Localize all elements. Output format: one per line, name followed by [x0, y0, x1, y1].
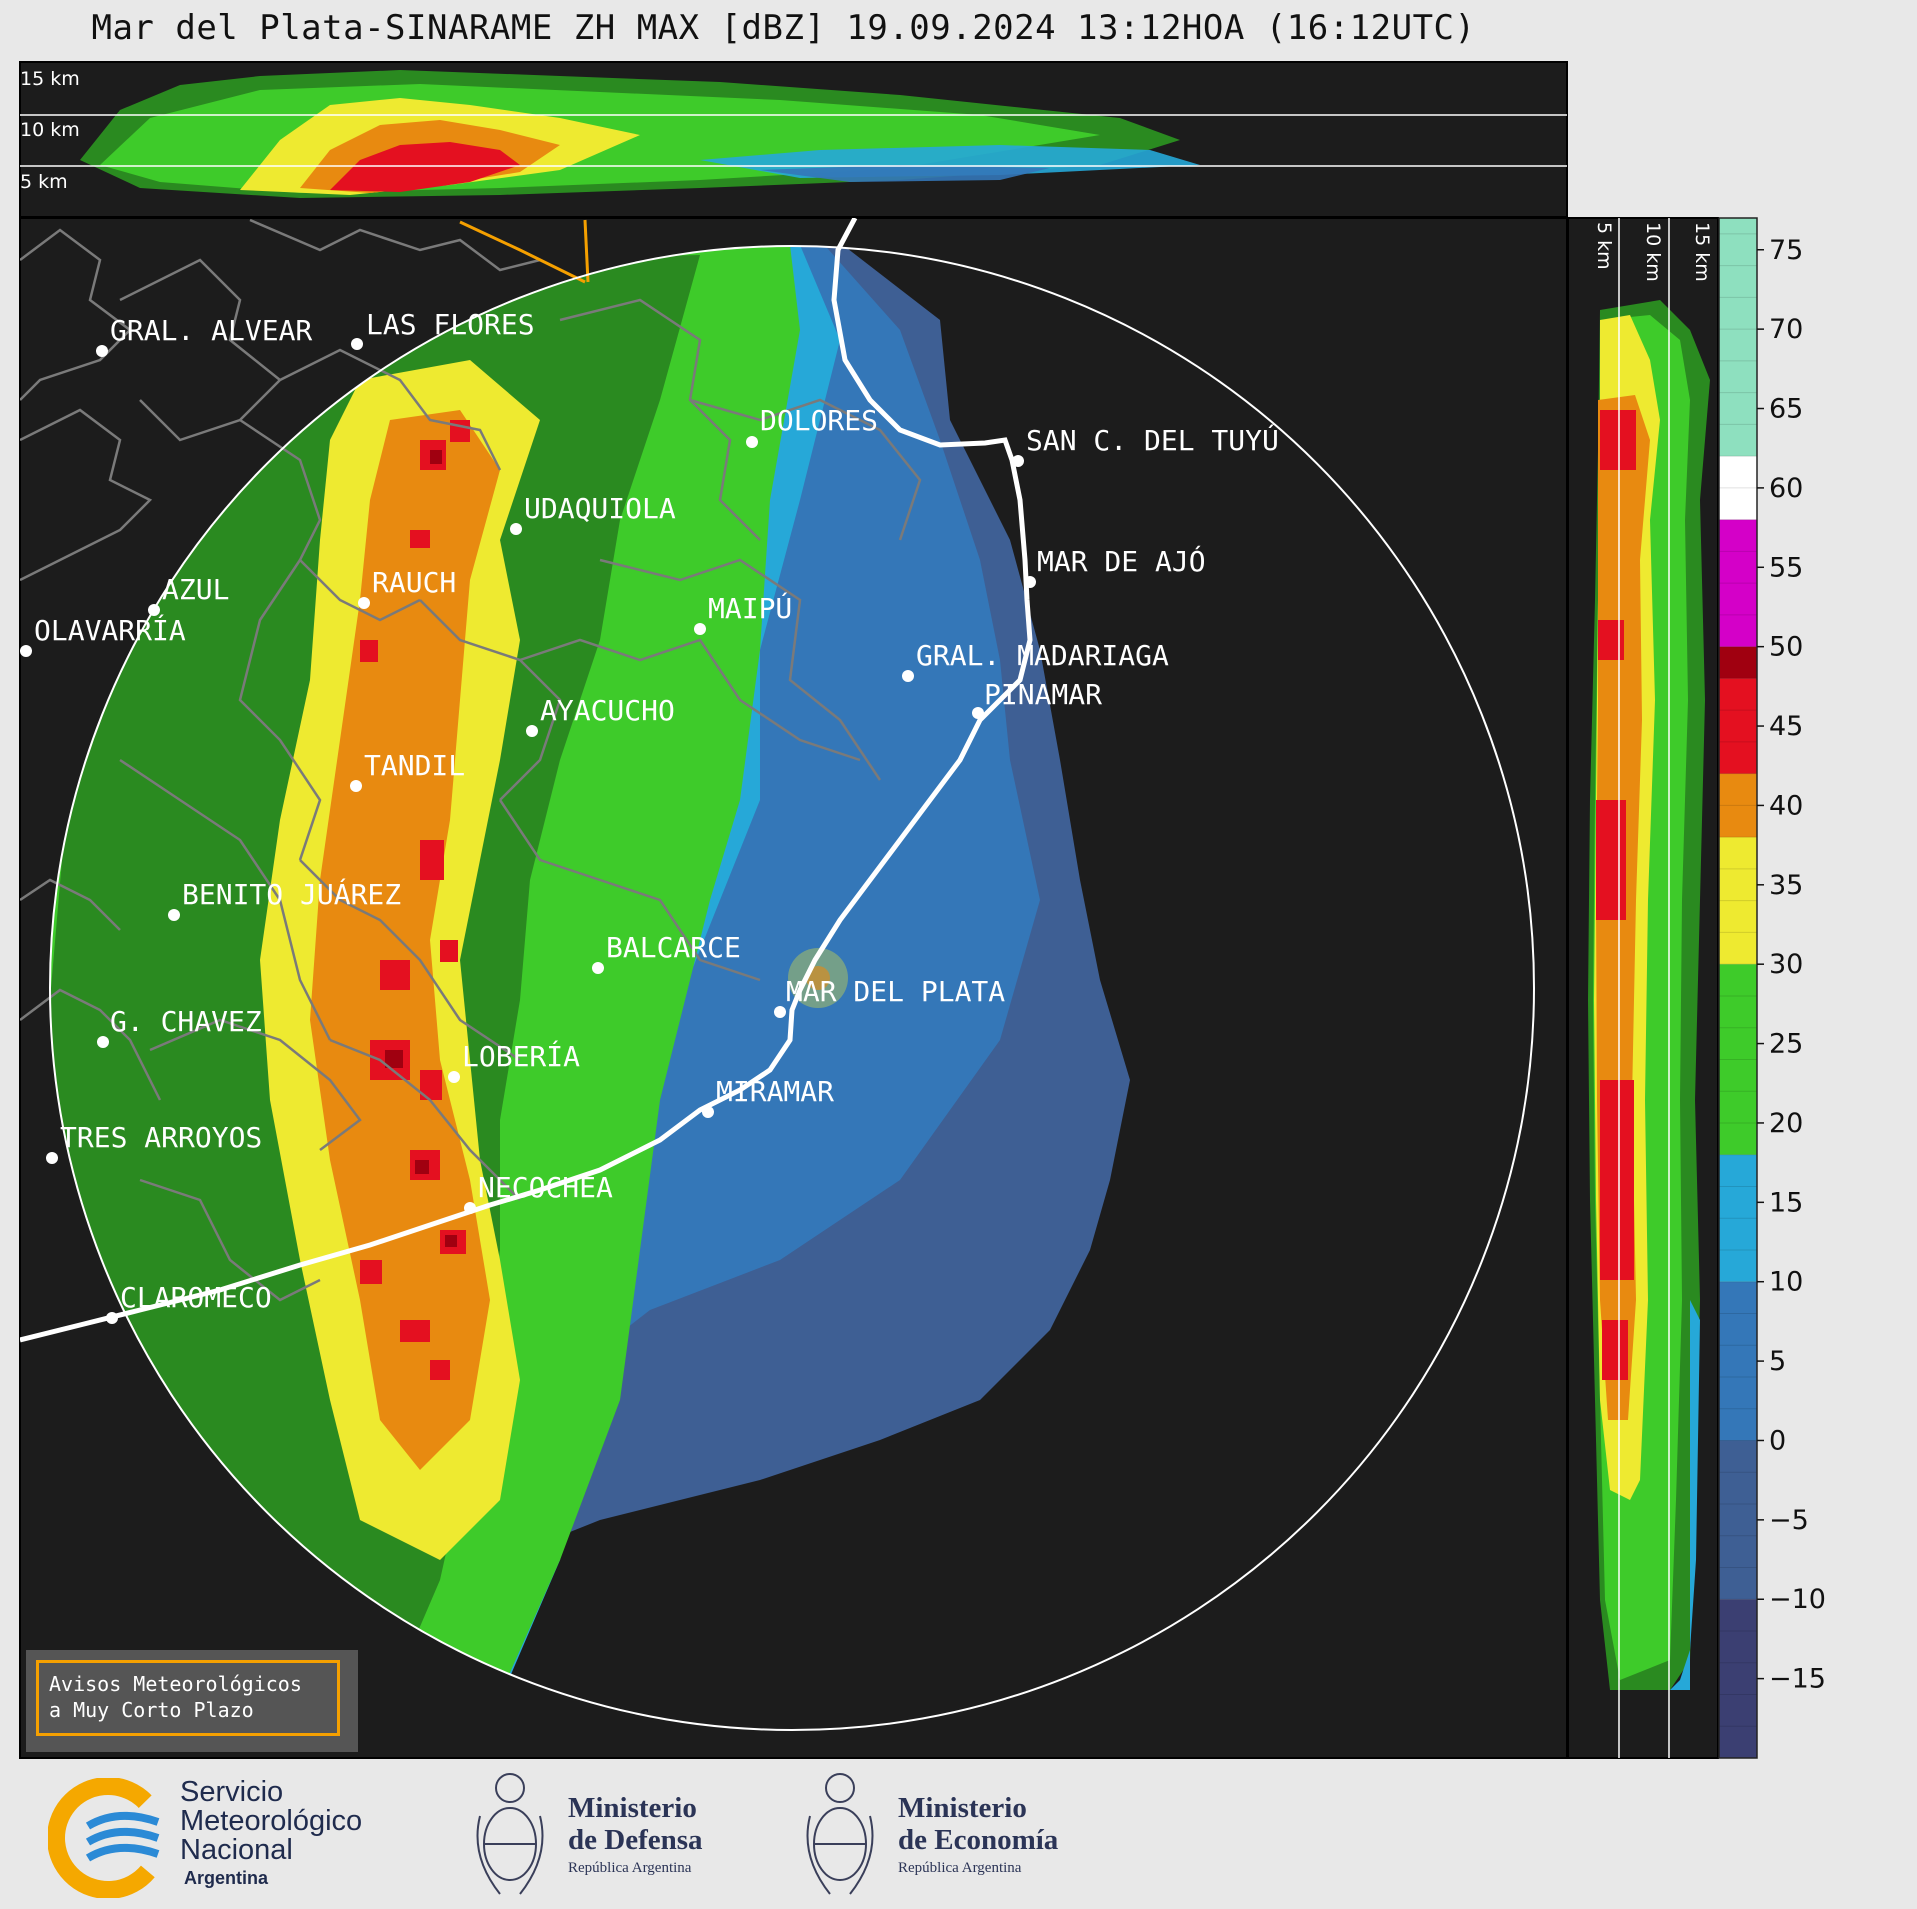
highlight-border — [459, 219, 590, 284]
colorbar-tick-label: 65 — [1769, 394, 1803, 425]
colorbar-band — [1719, 1440, 1757, 1600]
colorbar-tick-label: 20 — [1769, 1108, 1803, 1139]
smn-line-3: Nacional — [180, 1834, 293, 1866]
colorbar-tick-label: 5 — [1769, 1346, 1786, 1377]
colorbar-tick-label: 45 — [1769, 711, 1803, 742]
colorbar-band — [1719, 773, 1757, 838]
colorbar-tick-label: 40 — [1769, 790, 1803, 821]
range-ring — [49, 245, 1535, 1731]
economia-title-1: Ministerio — [898, 1792, 1027, 1824]
top-label-15km: 15 km — [20, 68, 80, 90]
economia-sub: República Argentina — [898, 1860, 1022, 1876]
colorbar-tick-label: 25 — [1769, 1029, 1803, 1060]
city-ayacucho: AYACUCHO — [540, 694, 675, 727]
smn-line-4: Argentina — [184, 1868, 269, 1888]
warning-line-2: a Muy Corto Plazo — [49, 1698, 254, 1722]
colorbar-band — [1719, 519, 1757, 647]
colorbar-band — [1719, 646, 1757, 679]
footer-logos: Servicio Meteorológico Nacional Argentin… — [0, 1760, 1917, 1909]
top-label-5km: 5 km — [20, 171, 68, 193]
city-mar-de-ajo: MAR DE AJÓ — [1037, 544, 1206, 578]
colorbar-tick-label: 70 — [1769, 314, 1803, 345]
city-olavarria: OLAVARRÍA — [34, 613, 186, 647]
coastline — [20, 218, 1033, 1343]
city-tres-arroyos: TRES ARROYOS — [60, 1121, 262, 1154]
colorbar-band — [1719, 1154, 1757, 1282]
city-rauch: RAUCH — [372, 566, 456, 599]
page-title: Mar del Plata-SINARAME ZH MAX [dBZ] 19.0… — [91, 8, 1476, 48]
city-san-c-del-tuyu: SAN C. DEL TUYÚ — [1026, 423, 1279, 457]
city-gral-madariaga: GRAL. MADARIAGA — [916, 639, 1169, 672]
city-pinamar: PINAMAR — [984, 678, 1102, 711]
economia-title-2: de Economía — [898, 1824, 1059, 1856]
city-maipu: MAIPÚ — [708, 591, 792, 625]
side-label-10km: 10 km — [1642, 222, 1664, 282]
city-gral-alvear: GRAL. ALVEAR — [110, 314, 312, 347]
colorbar-band — [1719, 1281, 1757, 1441]
colorbar-tick-label: 60 — [1769, 473, 1803, 504]
colorbar-tick-label: 75 — [1769, 235, 1803, 266]
colorbar-tick-label: −15 — [1769, 1664, 1826, 1695]
warning-line-1: Avisos Meteorológicos — [49, 1672, 302, 1696]
city-miramar: MIRAMAR — [716, 1075, 834, 1108]
defensa-title-2: de Defensa — [568, 1824, 703, 1856]
colorbar-tick-label: 50 — [1769, 632, 1803, 663]
city-necochea: NECOCHEA — [478, 1171, 613, 1204]
colorbar-tick-label: 30 — [1769, 949, 1803, 980]
warning-box[interactable]: Avisos Meteorológicos a Muy Corto Plazo — [26, 1650, 358, 1752]
radar-map: GRAL. ALVEAR LAS FLORES DOLORES SAN C. D… — [19, 217, 1568, 1759]
colorbar-tick-label: −10 — [1769, 1584, 1826, 1615]
defensa-sub: República Argentina — [568, 1860, 692, 1876]
city-las-flores: LAS FLORES — [366, 308, 535, 341]
side-label-15km: 15 km — [1691, 222, 1713, 282]
colorbar-tick-label: −5 — [1769, 1505, 1809, 1536]
coat-of-arms-icon — [806, 1773, 874, 1895]
colorbar-tick-label: 55 — [1769, 552, 1803, 583]
admin-borders — [20, 218, 922, 1302]
colorbar-band — [1719, 678, 1757, 774]
city-loberia: LOBERÍA — [462, 1039, 580, 1073]
city-azul: AZUL — [162, 573, 229, 606]
city-tandil: TANDIL — [364, 749, 465, 782]
city-dolores: DOLORES — [760, 404, 878, 437]
side-label-5km: 5 km — [1593, 222, 1615, 270]
colorbar-band — [1719, 1599, 1757, 1758]
smn-line-1: Servicio — [180, 1776, 284, 1808]
top-cross-section-panel: 15 km 10 km 5 km — [19, 61, 1568, 218]
city-claromeco: CLAROMECO — [120, 1281, 272, 1314]
reflectivity-echoes — [50, 246, 1130, 1730]
city-mar-del-plata: MAR DEL PLATA — [786, 975, 1005, 1008]
smn-line-2: Meteorológico — [180, 1805, 363, 1837]
colorbar-tick-label: 0 — [1769, 1425, 1786, 1456]
colorbar-band — [1719, 456, 1757, 520]
city-benito-juarez: BENITO JUÁREZ — [182, 877, 401, 911]
colorbar-band — [1719, 218, 1757, 457]
coat-of-arms-icon — [476, 1773, 544, 1895]
colorbar-band — [1719, 964, 1757, 1155]
city-g-chavez: G. CHAVEZ — [110, 1005, 262, 1038]
top-label-10km: 10 km — [20, 119, 80, 141]
colorbar-tick-label: 15 — [1769, 1187, 1803, 1218]
city-balcarce: BALCARCE — [606, 931, 741, 964]
colorbar-tick-label: 35 — [1769, 870, 1803, 901]
colorbar-tick-label: 10 — [1769, 1267, 1803, 1298]
side-cross-section-panel: 5 km 10 km 15 km — [1567, 217, 1719, 1759]
defensa-title-1: Ministerio — [568, 1792, 697, 1824]
city-udaquiola: UDAQUIOLA — [524, 492, 676, 525]
smn-logo-icon — [48, 1778, 168, 1898]
